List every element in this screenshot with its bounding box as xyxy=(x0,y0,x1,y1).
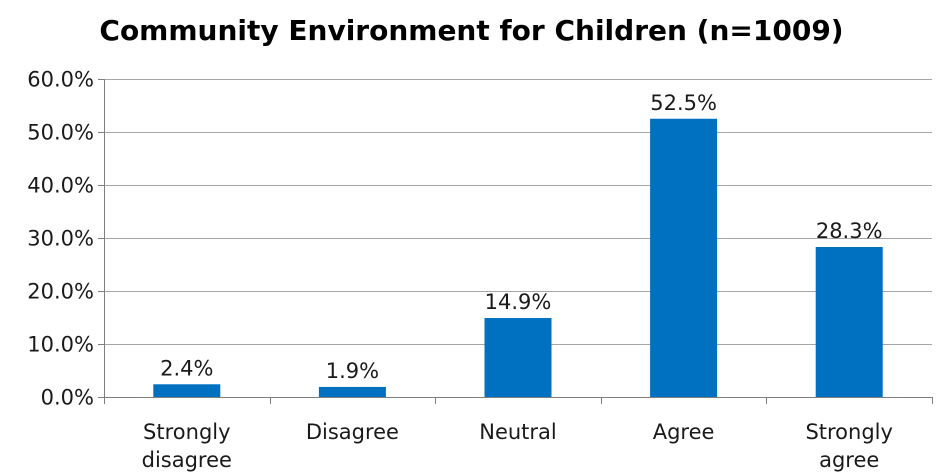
y-tick-label: 60.0% xyxy=(27,68,94,92)
x-category-label: Agree xyxy=(653,420,715,444)
data-label: 2.4% xyxy=(160,356,213,380)
chart-title: Community Environment for Children (n=10… xyxy=(99,14,844,47)
y-tick-label: 10.0% xyxy=(27,333,94,357)
data-label: 14.9% xyxy=(485,290,552,314)
x-category-label: Strongly agree xyxy=(805,420,893,472)
x-category-label: Neutral xyxy=(479,420,557,444)
y-tick-label: 20.0% xyxy=(27,280,94,304)
bar xyxy=(815,247,883,397)
x-category-label: Strongly disagree xyxy=(142,420,232,472)
data-label: 28.3% xyxy=(816,219,883,243)
bar xyxy=(650,118,718,397)
bar xyxy=(318,386,386,397)
x-category-label: Disagree xyxy=(306,420,399,444)
y-tick-label: 0.0% xyxy=(41,386,94,410)
data-label: 1.9% xyxy=(326,359,379,383)
bar xyxy=(153,384,221,397)
y-tick-label: 50.0% xyxy=(27,121,94,145)
data-label: 52.5% xyxy=(650,91,717,115)
y-tick-label: 40.0% xyxy=(27,174,94,198)
bar xyxy=(484,318,552,397)
y-tick-label: 30.0% xyxy=(27,227,94,251)
